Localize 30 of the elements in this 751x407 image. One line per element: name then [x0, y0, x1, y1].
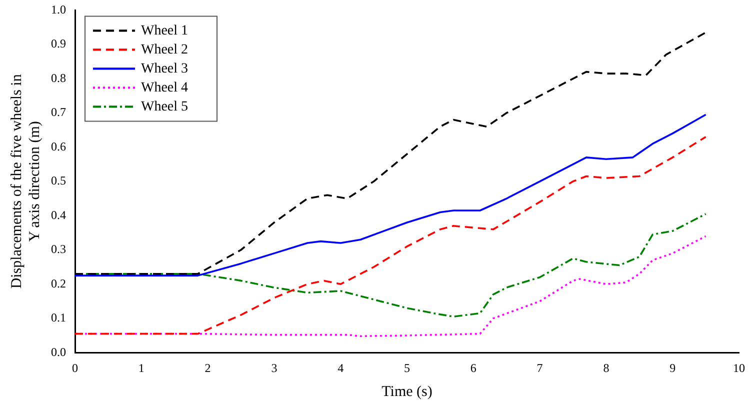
x-tick-label: 0 [72, 360, 78, 375]
x-tick-label: 1 [138, 360, 144, 375]
y-tick-label: 0.7 [51, 105, 66, 120]
y-tick-label: 1.0 [51, 2, 66, 16]
y-tick-label: 0.6 [51, 139, 66, 154]
legend-label: Wheel 5 [141, 99, 188, 114]
x-tick-label: 7 [536, 360, 543, 375]
legend-label: Wheel 4 [141, 80, 188, 96]
y-tick-label: 0.9 [51, 36, 66, 51]
legend-label: Wheel 2 [141, 42, 188, 58]
x-axis-title: Time (s) [382, 384, 432, 400]
y-tick-label: 0.8 [51, 70, 66, 85]
x-tick-label: 9 [670, 360, 676, 375]
x-tick-label: 4 [338, 360, 344, 375]
y-tick-label: 0.4 [51, 208, 66, 222]
legend-label: Wheel 3 [141, 61, 188, 76]
y-tick-label: 0.0 [51, 344, 66, 359]
y-tick-label: 0.2 [51, 276, 66, 290]
x-tick-label: 6 [470, 360, 476, 375]
x-tick-label: 8 [603, 360, 610, 375]
legend-label: Wheel 1 [141, 23, 188, 38]
x-tick-label: 5 [404, 360, 410, 375]
line-series [75, 136, 707, 335]
y-axis-title: Displacements of the five wheels in Y axis direction (m) [8, 74, 43, 289]
y-tick-label: 0.1 [51, 310, 66, 325]
y-tick-label: 0.5 [51, 174, 66, 188]
x-tick-label: 10 [733, 360, 745, 375]
x-tick-label: 3 [271, 360, 278, 375]
y-tick-label: 0.3 [51, 242, 66, 256]
x-tick-label: 2 [204, 360, 211, 375]
